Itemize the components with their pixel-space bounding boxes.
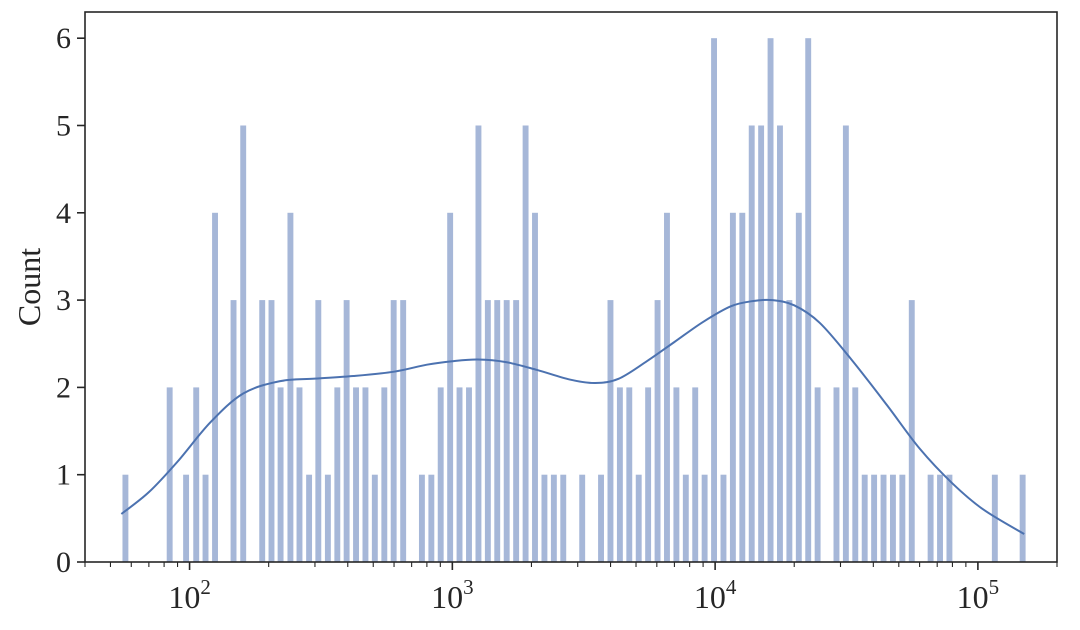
histogram-bar: [560, 474, 567, 562]
histogram-bar: [579, 474, 586, 562]
histogram-bar: [122, 474, 129, 562]
histogram-bar: [522, 125, 529, 563]
histogram-bar: [447, 212, 454, 563]
histogram-bar: [193, 387, 200, 562]
histogram-bar: [381, 387, 388, 562]
histogram-bar: [503, 300, 510, 562]
y-tick-label: 6: [56, 22, 71, 55]
histogram-bar: [324, 474, 331, 562]
histogram-bars: [122, 38, 1026, 563]
histogram-bar: [456, 387, 463, 562]
histogram-bar: [692, 387, 699, 562]
histogram-bar: [946, 474, 953, 562]
histogram-bar: [277, 387, 284, 562]
histogram-bar: [268, 300, 275, 562]
histogram-bar: [645, 387, 652, 562]
histogram-bar: [908, 300, 915, 562]
histogram-bar: [682, 474, 689, 562]
histogram-bar: [437, 387, 444, 562]
histogram-bar: [1019, 474, 1026, 562]
y-axis-title: Count: [11, 248, 47, 326]
histogram-bar: [711, 38, 717, 562]
histogram-bar: [889, 474, 896, 562]
histogram-bar: [390, 300, 397, 562]
x-tick-label: 103: [431, 575, 474, 615]
plot-frame: [84, 11, 1058, 563]
y-tick-label: 2: [56, 371, 71, 404]
y-tick-label: 3: [56, 284, 71, 317]
histogram-bar: [701, 474, 708, 562]
histogram-bar: [729, 212, 736, 563]
histogram-bar: [315, 300, 322, 562]
histogram-bar: [475, 125, 482, 563]
histogram-bar: [428, 474, 435, 562]
x-tick-label: 104: [694, 575, 737, 615]
histogram-bar: [795, 212, 802, 563]
y-tick-label: 4: [56, 197, 71, 230]
histogram-bar: [607, 300, 614, 562]
histogram-bar: [991, 474, 998, 562]
histogram-bar: [833, 387, 840, 562]
histogram-bar: [786, 300, 793, 562]
histogram-bar: [635, 474, 642, 562]
histogram-bar: [202, 474, 209, 562]
x-axis: 102 103 104 105: [84, 562, 1058, 615]
histogram-bar: [899, 474, 906, 562]
histogram-bar: [371, 474, 378, 562]
histogram-bar: [494, 300, 501, 562]
histogram-bar: [861, 474, 868, 562]
histogram-bar: [353, 387, 359, 562]
histogram-bar: [287, 212, 294, 563]
histogram-bar: [466, 387, 472, 562]
histogram-bar: [418, 474, 425, 562]
histogram-bar: [805, 38, 812, 562]
histogram-bar: [880, 474, 887, 562]
kde-curve: [120, 298, 1025, 535]
histogram-bar: [306, 474, 313, 562]
histogram-bar: [626, 387, 633, 562]
y-tick-label: 1: [56, 459, 71, 492]
histogram-bar: [513, 300, 520, 562]
histogram-bar: [334, 387, 341, 562]
histogram-bar: [550, 474, 557, 562]
histogram-bar: [654, 300, 661, 562]
histogram-bar: [343, 300, 350, 562]
histogram-bar: [212, 212, 218, 563]
y-tick-label: 5: [56, 109, 71, 142]
histogram-bar: [777, 125, 783, 563]
histogram-bar: [758, 125, 765, 563]
histogram-bar: [616, 387, 623, 562]
histogram-bar: [664, 212, 670, 563]
histogram-bar: [748, 125, 755, 563]
histogram-bar: [927, 474, 934, 562]
histogram-bar: [937, 474, 943, 562]
histogram-bar: [296, 387, 303, 562]
histogram-bar: [240, 125, 247, 563]
histogram-bar: [720, 474, 727, 562]
x-tick-label: 105: [957, 575, 1000, 615]
histogram-bar: [541, 474, 548, 562]
y-tick-label: 0: [56, 546, 71, 579]
histogram-bar: [852, 387, 859, 562]
x-tick-label: 102: [168, 575, 211, 615]
histogram-bar: [183, 474, 190, 562]
histogram-bar: [814, 387, 821, 562]
histogram-bar: [871, 474, 878, 562]
histogram-bar: [739, 212, 746, 563]
histogram-bar: [259, 300, 266, 562]
histogram-bar: [484, 300, 491, 562]
histogram-bar: [362, 387, 369, 562]
histogram-bar: [532, 212, 538, 563]
histogram-bar: [166, 387, 173, 562]
histogram-bar: [400, 300, 407, 562]
y-axis: 0 1 2 3 4 5 6: [56, 22, 85, 579]
histogram-bar: [842, 125, 849, 563]
histogram-bar: [673, 387, 680, 562]
histogram-bar: [230, 300, 237, 562]
histogram-bar: [598, 474, 604, 562]
